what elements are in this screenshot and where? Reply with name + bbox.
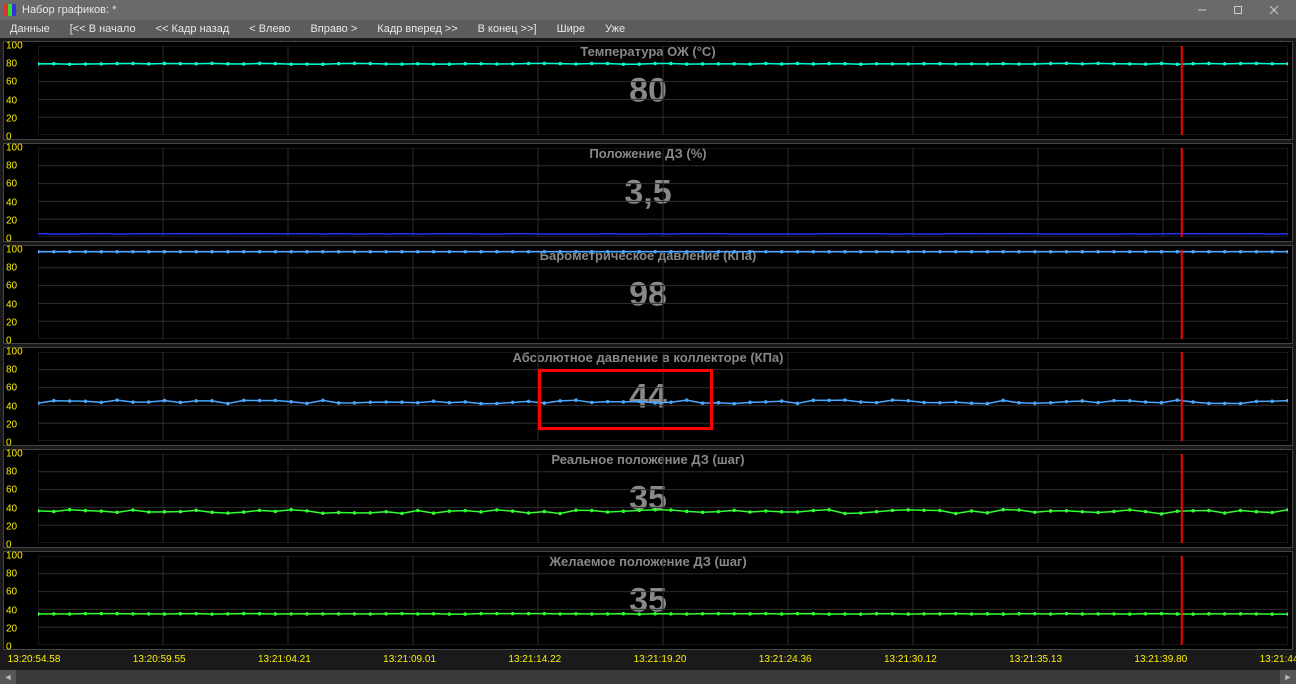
x-tick: 13:21:14.22 — [508, 654, 561, 665]
close-button[interactable] — [1256, 0, 1292, 20]
y-tick: 80 — [6, 161, 17, 172]
maximize-button[interactable] — [1220, 0, 1256, 20]
y-tick: 60 — [6, 281, 17, 292]
menu-item-7[interactable]: Шире — [547, 23, 595, 35]
y-tick: 40 — [6, 197, 17, 208]
y-tick: 40 — [6, 299, 17, 310]
y-tick: 60 — [6, 179, 17, 190]
x-tick: 13:21:39.80 — [1134, 654, 1187, 665]
y-tick: 40 — [6, 95, 17, 106]
chart-row-4[interactable]: 020406080100Реальное положение ДЗ (шаг)3… — [3, 449, 1293, 548]
y-tick: 20 — [6, 521, 17, 532]
chart-row-3[interactable]: 020406080100Абсолютное давление в коллек… — [3, 347, 1293, 446]
chart-plot — [38, 250, 1288, 339]
menu-item-2[interactable]: << Кадр назад — [146, 23, 240, 35]
menubar: Данные[<< В начало<< Кадр назад< ВлевоВп… — [0, 20, 1296, 38]
x-tick: 13:21:44.34 — [1260, 654, 1296, 665]
y-tick: 20 — [6, 317, 17, 328]
y-tick: 80 — [6, 263, 17, 274]
y-tick: 20 — [6, 623, 17, 634]
scroll-track[interactable] — [16, 670, 1280, 684]
x-tick: 13:20:54.58 — [8, 654, 61, 665]
titlebar: Набор графиков: * — [0, 0, 1296, 20]
chart-plot — [38, 454, 1288, 543]
y-tick: 40 — [6, 605, 17, 616]
menu-item-5[interactable]: Кадр вперед >> — [367, 23, 467, 35]
y-tick: 60 — [6, 77, 17, 88]
y-tick: 20 — [6, 113, 17, 124]
menu-item-4[interactable]: Вправо > — [300, 23, 367, 35]
app-icon — [4, 4, 16, 16]
chart-plot — [38, 46, 1288, 135]
y-tick: 20 — [6, 215, 17, 226]
chart-row-0[interactable]: 020406080100Температура ОЖ (°C)80 — [3, 41, 1293, 140]
y-tick: 0 — [6, 642, 12, 653]
y-tick: 40 — [6, 503, 17, 514]
menu-item-1[interactable]: [<< В начало — [60, 23, 146, 35]
x-tick: 13:21:09.01 — [383, 654, 436, 665]
menu-item-0[interactable]: Данные — [0, 23, 60, 35]
y-tick: 0 — [6, 234, 12, 245]
x-tick: 13:21:19.20 — [634, 654, 687, 665]
chart-row-5[interactable]: 020406080100Желаемое положение ДЗ (шаг)3… — [3, 551, 1293, 650]
y-tick: 0 — [6, 540, 12, 551]
y-tick: 80 — [6, 365, 17, 376]
window-title: Набор графиков: * — [22, 4, 116, 16]
chart-plot — [38, 148, 1288, 237]
menu-item-8[interactable]: Уже — [595, 23, 635, 35]
y-tick: 40 — [6, 401, 17, 412]
y-tick: 60 — [6, 485, 17, 496]
y-tick: 20 — [6, 419, 17, 430]
chart-row-2[interactable]: 020406080100Барометрическое давление (КП… — [3, 245, 1293, 344]
y-tick: 80 — [6, 569, 17, 580]
x-tick: 13:21:24.36 — [759, 654, 812, 665]
x-tick: 13:21:35.13 — [1009, 654, 1062, 665]
menu-item-6[interactable]: В конец >>] — [468, 23, 547, 35]
y-tick: 60 — [6, 383, 17, 394]
y-tick: 0 — [6, 132, 12, 143]
x-axis-labels: 13:20:54.5813:20:59.5513:21:04.2113:21:0… — [34, 654, 1292, 670]
x-tick: 13:20:59.55 — [133, 654, 186, 665]
y-tick: 60 — [6, 587, 17, 598]
chart-row-1[interactable]: 020406080100Положение ДЗ (%)3,5 — [3, 143, 1293, 242]
chart-plot — [38, 352, 1288, 441]
scroll-left-button[interactable]: ◄ — [0, 670, 16, 684]
horizontal-scrollbar[interactable]: ◄► — [0, 670, 1296, 684]
y-tick: 0 — [6, 438, 12, 449]
chart-plot — [38, 556, 1288, 645]
y-tick: 80 — [6, 467, 17, 478]
charts-area: 020406080100Температура ОЖ (°C)800204060… — [0, 38, 1296, 684]
scroll-right-button[interactable]: ► — [1280, 670, 1296, 684]
minimize-button[interactable] — [1184, 0, 1220, 20]
x-tick: 13:21:30.12 — [884, 654, 937, 665]
menu-item-3[interactable]: < Влево — [239, 23, 300, 35]
y-tick: 0 — [6, 336, 12, 347]
y-tick: 80 — [6, 59, 17, 70]
x-tick: 13:21:04.21 — [258, 654, 311, 665]
